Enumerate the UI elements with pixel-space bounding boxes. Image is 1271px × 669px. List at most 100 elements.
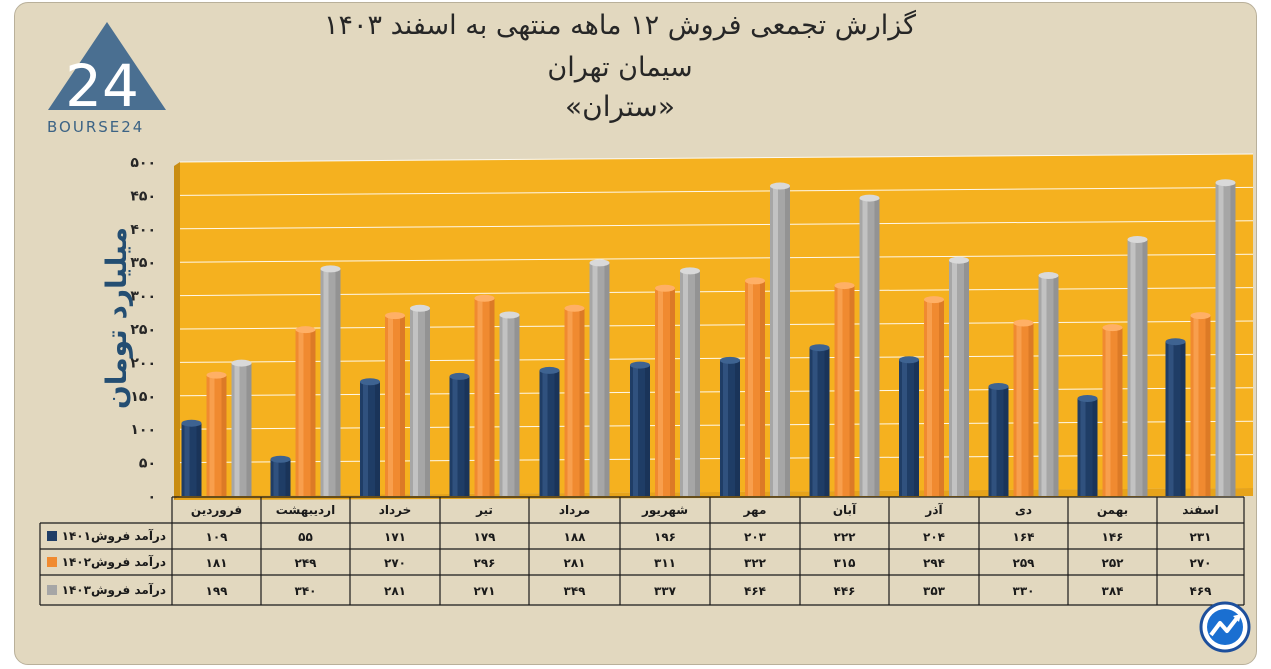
bar-shadow: [914, 359, 919, 496]
bar-3-5: [589, 259, 610, 496]
bar-highlight: [633, 365, 638, 496]
bar-cap: [564, 304, 585, 312]
data-label: ۳۱۵: [834, 556, 856, 570]
bar-shadow: [1092, 398, 1098, 496]
gridline: [179, 320, 1254, 330]
category-label: اردیبهشت: [276, 503, 335, 517]
bar-highlight: [748, 280, 753, 496]
bar-shadow: [670, 288, 675, 496]
bar-shadow: [1053, 275, 1059, 496]
chart-title: گزارش تجمعی فروش ۱۲ ماهه منتهی به اسفند …: [323, 10, 917, 41]
bar-shadow: [400, 315, 405, 496]
bar-cap: [630, 361, 650, 369]
bar-1-4: [449, 372, 470, 496]
bar-highlight: [658, 288, 663, 496]
bar-shadow: [824, 347, 830, 496]
data-label: ۲۵۹: [1013, 556, 1036, 570]
category-label: اسفند: [1182, 503, 1218, 517]
data-label: ۳۸۴: [1102, 584, 1124, 598]
bar-cap: [1190, 312, 1211, 320]
plot-side-wall: [174, 162, 180, 500]
bar-cap: [859, 194, 880, 202]
data-label: ۱۹۶: [654, 530, 676, 544]
bar-cap: [449, 372, 470, 380]
bar-cap: [834, 282, 855, 290]
bar-highlight: [477, 298, 483, 496]
bar-1-10: [988, 382, 1009, 496]
bar-shadow: [1205, 315, 1211, 496]
bar-cap: [1013, 319, 1034, 327]
bar-cap: [770, 182, 790, 190]
bar-shadow: [849, 285, 855, 496]
bar-highlight: [991, 386, 997, 496]
bar-2-3: [385, 312, 405, 496]
data-label: ۲۷۱: [474, 584, 496, 598]
bar-2-12: [1190, 312, 1211, 496]
bar-3-1: [231, 359, 252, 496]
data-label: ۴۴۶: [834, 584, 856, 598]
gridline: [179, 420, 1254, 430]
bar-highlight: [542, 370, 548, 496]
data-label: ۱۹۹: [206, 584, 229, 598]
gridline: [179, 387, 1254, 397]
data-table: فروردین اردیبهشت خرداد تیر مرداد شهریور مهر آبا…: [39, 496, 1245, 606]
bar-cap: [899, 356, 919, 364]
bar-1-6: [630, 361, 650, 496]
data-label: ۱۷۱: [384, 530, 406, 544]
logo-mark: 24: [65, 52, 139, 120]
bar-cap: [206, 371, 227, 379]
data-label: ۲۳۱: [1190, 530, 1212, 544]
bar-shadow: [375, 381, 380, 496]
bar-shadow: [1142, 239, 1148, 496]
bar-3-3: [410, 304, 430, 496]
bar-highlight: [723, 360, 728, 496]
bar-cap: [181, 419, 202, 427]
data-label: ۵۵: [298, 530, 313, 544]
bar-highlight: [773, 186, 778, 496]
bar-cap: [360, 378, 380, 386]
series-name: درآمد فروش۱۴۰۱: [62, 528, 166, 544]
data-label: ۳۱۱: [654, 556, 676, 570]
bar-cap: [809, 344, 830, 352]
bar-2-1: [206, 371, 227, 496]
bar-shadow: [514, 314, 520, 496]
bar-cap: [270, 455, 291, 463]
bar-3-10: [1038, 272, 1059, 496]
bar-shadow: [604, 262, 610, 496]
bar-cap: [655, 284, 675, 292]
ticker-symbol: «ستران»: [565, 90, 675, 123]
bar-highlight: [927, 299, 932, 496]
data-label: ۲۷۰: [1190, 556, 1212, 570]
category-label: تیر: [475, 503, 493, 517]
bar-shadow: [1003, 386, 1009, 496]
bar-highlight: [952, 260, 957, 496]
bar-2-9: [924, 296, 944, 496]
legend-swatch: [47, 585, 57, 595]
bar-cap: [1165, 338, 1186, 346]
bar-cap: [385, 312, 405, 320]
data-label: ۲۸۱: [564, 556, 586, 570]
gridline: [179, 186, 1254, 196]
gridline: [179, 353, 1254, 363]
bar-2-4: [474, 294, 495, 496]
bar-cap: [539, 366, 560, 374]
bar-2-7: [745, 277, 765, 496]
bar-shadow: [964, 260, 969, 496]
bar-cap: [680, 267, 700, 275]
bar-highlight: [1130, 239, 1136, 496]
bar-shadow: [246, 363, 252, 496]
bourse24-logo: 24: [48, 22, 166, 120]
data-label: ۳۳۷: [654, 584, 677, 598]
bar-3-2: [320, 265, 341, 496]
category-label: مرداد: [559, 503, 590, 517]
bar-highlight: [862, 198, 868, 496]
bar-1-7: [720, 356, 740, 496]
bar-1-11: [1077, 394, 1098, 496]
bar-cap: [295, 326, 316, 334]
bar-cap: [499, 311, 520, 319]
bar-highlight: [234, 363, 240, 496]
bar-cap: [410, 304, 430, 312]
bar-shadow: [310, 329, 316, 496]
y-tick-label: ۱۵۰: [130, 389, 156, 405]
